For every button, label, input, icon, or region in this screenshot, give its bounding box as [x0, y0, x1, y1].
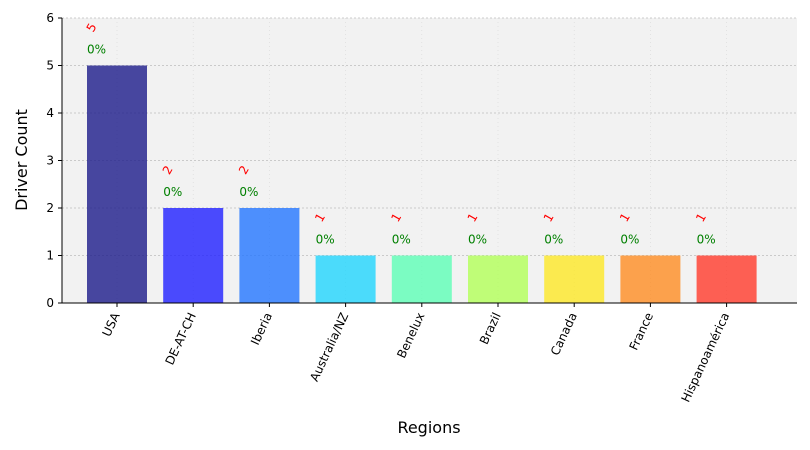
bar-percent-label: 0%	[163, 185, 182, 199]
x-tick-label: DE-AT-CH	[163, 310, 199, 367]
bar	[468, 255, 528, 303]
bar-percent-label: 0%	[697, 233, 716, 247]
y-tick-label: 4	[46, 106, 54, 120]
x-tick-label: Iberia	[248, 310, 275, 347]
y-axis-label: Driver Count	[12, 109, 31, 211]
x-tick-label: Australia/NZ	[307, 310, 351, 383]
bar	[696, 255, 757, 303]
bar	[620, 255, 681, 303]
y-tick-label: 6	[46, 11, 54, 25]
x-tick-label: Hispanoamérica	[679, 310, 733, 404]
bar-percent-label: 0%	[239, 185, 258, 199]
bar	[391, 255, 452, 303]
bar-percent-label: 0%	[316, 233, 335, 247]
bar	[87, 65, 147, 303]
x-tick-label: USA	[100, 310, 124, 339]
y-tick-label: 5	[46, 59, 54, 73]
bar	[163, 208, 224, 303]
bar-percent-label: 0%	[620, 233, 639, 247]
bar	[544, 255, 605, 303]
y-tick-label: 3	[46, 154, 54, 168]
y-tick-label: 1	[46, 249, 54, 263]
y-tick-label: 2	[46, 201, 54, 215]
x-tick-label: Benelux	[394, 310, 427, 360]
y-axis-ticks: 0 1 2 3 4 5 6	[46, 11, 62, 310]
x-axis-ticks: USA DE-AT-CH Iberia Australia/NZ Benelux Braz…	[100, 303, 733, 404]
x-tick-label: Brazil	[477, 310, 504, 346]
bar	[239, 208, 300, 303]
x-tick-label: France	[627, 310, 657, 352]
bar-percent-label: 0%	[544, 233, 563, 247]
bars	[87, 65, 757, 303]
bar-percent-label: 0%	[87, 43, 106, 57]
x-tick-label: Canada	[548, 310, 580, 357]
x-axis-label: Regions	[397, 418, 460, 437]
bar-percent-label: 0%	[392, 233, 411, 247]
bar-percent-label: 0%	[468, 233, 487, 247]
y-tick-label: 0	[46, 296, 54, 310]
bar	[315, 255, 376, 303]
